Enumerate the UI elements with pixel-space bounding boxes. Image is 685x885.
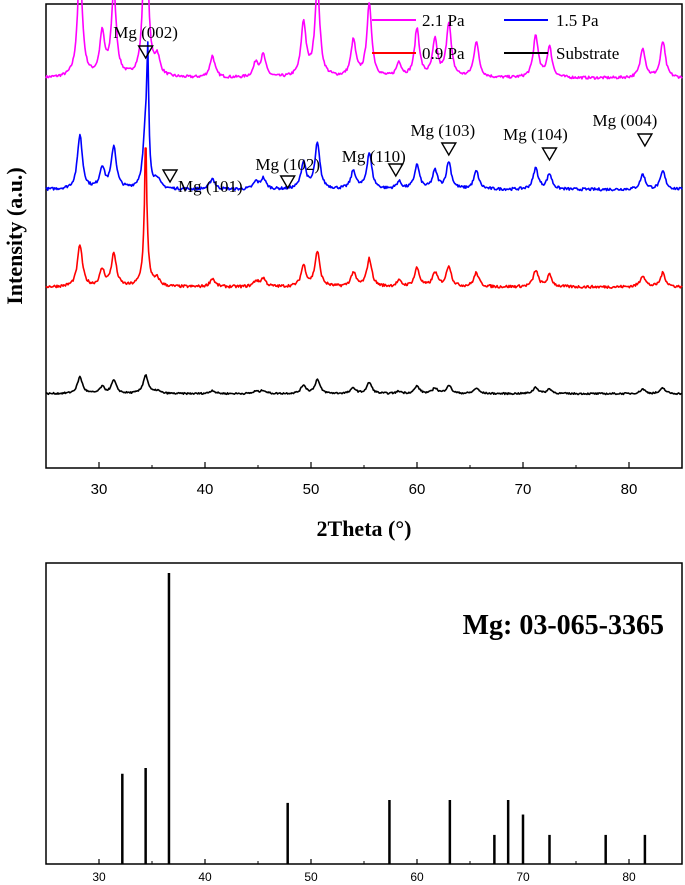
xrd-x-tick-label: 60 <box>409 481 426 498</box>
xrd-series-substrate <box>45 374 683 396</box>
xrd-x-axis-title: 2Theta (°) <box>317 516 412 541</box>
reference-x-tick-label: 70 <box>516 870 530 884</box>
xrd-pattern-panel: 30 40 50 60 70 80 Mg (002)Mg (101)Mg (102) Mg … <box>2 0 683 541</box>
reference-x-tick-label: 50 <box>304 870 318 884</box>
reference-pattern-panel: 30 40 50 60 70 80 Mg: 03-065-3365 <box>45 562 683 884</box>
reference-x-tick-label: 80 <box>622 870 636 884</box>
peak-annotation-label: Mg (002) <box>113 23 178 42</box>
peak-annotation-label: Mg (110) <box>342 147 406 166</box>
reference-x-ticks: 30 40 50 60 70 80 <box>45 859 683 884</box>
xrd-series-2-1-pa <box>45 0 683 80</box>
reference-bars <box>121 573 647 864</box>
reference-card-title: Mg: 03-065-3365 <box>463 610 664 641</box>
xrd-y-axis-title: Intensity (a.u.) <box>2 167 27 305</box>
peak-annotation-label: Mg (004) <box>593 111 658 130</box>
xrd-peak-annotations: Mg (002) Mg (101) Mg (102) Mg (110)Mg (103)… <box>113 23 657 196</box>
xrd-series-group <box>45 0 683 396</box>
reference-x-tick-label: 30 <box>92 870 106 884</box>
peak-annotation-label: Mg (104) <box>503 125 568 144</box>
legend-label-0-9pa: 0.9 Pa <box>422 44 465 63</box>
peak-marker-triangle <box>440 142 458 157</box>
peak-annotation-label: Mg (101) <box>178 177 243 196</box>
reference-x-tick-label: 40 <box>198 870 212 884</box>
xrd-x-tick-label: 50 <box>303 481 320 498</box>
reference-x-tick-label: 60 <box>410 870 424 884</box>
xrd-series-0-9-pa <box>45 147 683 290</box>
peak-marker-triangle <box>137 45 154 60</box>
peak-marker-triangle <box>279 175 296 190</box>
reference-plot-frame <box>45 562 683 865</box>
legend-label-substrate: Substrate <box>556 44 619 63</box>
xrd-plot-frame <box>45 3 683 469</box>
xrd-legend: 2.1 Pa 1.5 Pa 0.9 Pa Substrate <box>372 11 619 63</box>
peak-marker-triangle <box>387 163 405 178</box>
xrd-x-tick-label: 80 <box>621 481 638 498</box>
legend-label-2-1pa: 2.1 Pa <box>422 11 465 30</box>
xrd-series-1-5-pa <box>45 41 683 192</box>
peak-marker-triangle <box>541 147 558 162</box>
xrd-x-tick-label: 70 <box>515 481 532 498</box>
peak-annotation-label: Mg (103) <box>410 121 475 140</box>
xrd-x-tick-label: 40 <box>197 481 214 498</box>
peak-marker-triangle <box>636 133 654 148</box>
legend-label-1-5pa: 1.5 Pa <box>556 11 599 30</box>
peak-annotation-label: Mg (102) <box>255 155 320 174</box>
peak-marker-triangle <box>161 169 179 184</box>
xrd-x-tick-label: 30 <box>91 481 108 498</box>
xrd-x-ticks: 30 40 50 60 70 80 <box>45 462 683 498</box>
